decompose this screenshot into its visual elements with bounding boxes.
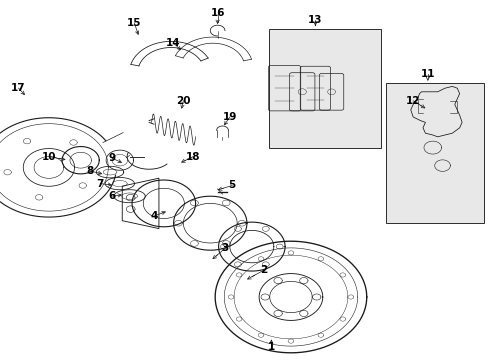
Text: 14: 14: [166, 38, 181, 48]
Text: 11: 11: [420, 69, 434, 79]
Text: 12: 12: [405, 96, 420, 106]
Text: 4: 4: [150, 211, 158, 221]
Text: 10: 10: [41, 152, 56, 162]
Text: 16: 16: [210, 8, 224, 18]
Text: 13: 13: [307, 15, 322, 25]
Text: 15: 15: [127, 18, 142, 28]
Text: 17: 17: [11, 83, 26, 93]
Text: 7: 7: [96, 179, 104, 189]
Bar: [268, 29, 381, 148]
Text: 19: 19: [222, 112, 237, 122]
Text: 5: 5: [228, 180, 235, 190]
Text: 9: 9: [109, 153, 116, 163]
Bar: [386, 83, 483, 223]
Text: 2: 2: [260, 265, 267, 275]
Text: 6: 6: [109, 191, 116, 201]
Text: 18: 18: [185, 152, 200, 162]
Text: 20: 20: [176, 96, 190, 106]
Text: 8: 8: [87, 166, 94, 176]
Text: 3: 3: [221, 243, 228, 253]
Text: 1: 1: [267, 342, 274, 352]
